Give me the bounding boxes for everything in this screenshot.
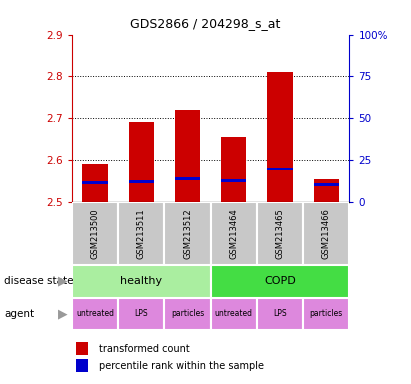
Bar (211, 202, 257, 265)
Bar (129, 122, 154, 202)
Bar (314, 184, 339, 186)
Bar (129, 180, 154, 183)
Bar (164, 202, 211, 265)
Bar (211, 298, 257, 330)
Text: GSM213465: GSM213465 (275, 208, 284, 259)
Text: GSM213466: GSM213466 (322, 208, 331, 259)
Bar (82, 181, 108, 184)
Bar (175, 177, 200, 180)
Bar (314, 179, 339, 202)
Text: untreated: untreated (76, 310, 114, 318)
Text: GSM213512: GSM213512 (183, 208, 192, 258)
Bar (72, 202, 118, 265)
Text: agent: agent (4, 309, 34, 319)
Bar (221, 179, 247, 182)
Text: COPD: COPD (264, 276, 296, 286)
Bar (72, 298, 118, 330)
Text: LPS: LPS (273, 310, 287, 318)
Bar (211, 265, 349, 298)
Bar (303, 298, 349, 330)
Text: particles: particles (171, 310, 204, 318)
Bar (175, 110, 200, 202)
Text: transformed count: transformed count (99, 344, 189, 354)
Bar (164, 298, 211, 330)
Bar (221, 137, 247, 202)
Bar (72, 265, 211, 298)
Text: healthy: healthy (120, 276, 162, 286)
Text: percentile rank within the sample: percentile rank within the sample (99, 361, 263, 371)
Text: LPS: LPS (134, 310, 148, 318)
Bar (118, 202, 164, 265)
Bar (82, 164, 108, 202)
Text: GSM213500: GSM213500 (90, 208, 99, 258)
Text: ▶: ▶ (58, 275, 68, 288)
Bar (303, 202, 349, 265)
Bar (118, 298, 164, 330)
Bar (257, 202, 303, 265)
Text: disease state: disease state (4, 276, 74, 286)
Text: untreated: untreated (215, 310, 253, 318)
Text: particles: particles (309, 310, 343, 318)
Bar (257, 298, 303, 330)
Text: GSM213464: GSM213464 (229, 208, 238, 259)
Text: ▶: ▶ (58, 308, 68, 320)
Text: GSM213511: GSM213511 (137, 208, 146, 258)
Bar (267, 72, 293, 202)
Text: GDS2866 / 204298_s_at: GDS2866 / 204298_s_at (130, 17, 281, 30)
Bar (267, 167, 293, 170)
